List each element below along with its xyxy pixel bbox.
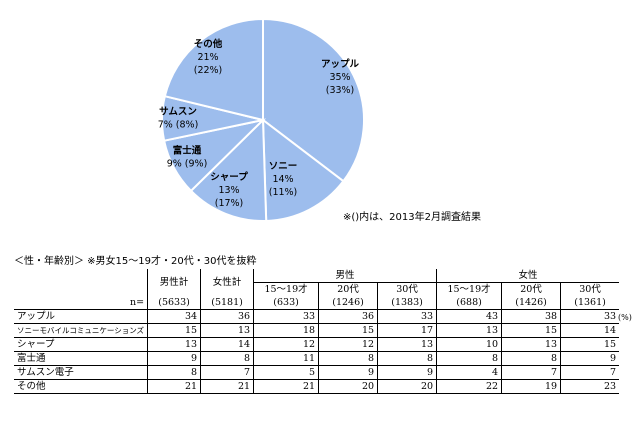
demographic-table: 男性計 女性計 男性 女性 15～19才 20代 30代 15～19才 20代 … <box>14 269 620 394</box>
pie-slice-1 <box>261 117 345 222</box>
group-female: 女性 <box>436 269 620 283</box>
table-cell: 8 <box>200 351 254 366</box>
table-cell: 22 <box>436 379 502 394</box>
table-cell: 38 <box>501 309 561 324</box>
table-cell: 14 <box>560 323 620 338</box>
pie-label-5: その他 21% (22%) <box>194 38 223 76</box>
table-cell: 9 <box>560 351 620 366</box>
table-cell: 20 <box>377 379 437 394</box>
table-cell: 8 <box>436 351 502 366</box>
table-cell: 12 <box>253 337 319 352</box>
n-label: n= <box>129 297 145 308</box>
col-male-15-19: 15～19才 <box>253 282 319 296</box>
unit-label: (%) <box>618 313 632 322</box>
table-cell: 9 <box>318 365 378 380</box>
table-cell: 23 <box>560 379 620 394</box>
table-cell: 15 <box>501 323 561 338</box>
n-male-15-19: (633) <box>253 296 319 310</box>
table-row: 富士通 9 8 11 8 8 8 8 9 <box>14 351 620 366</box>
pie-slice-0 <box>262 17 365 183</box>
table-row: ソニーモバイルコミュニケーションズ 15 13 18 15 17 13 15 14 <box>14 323 620 338</box>
n-female-20s: (1426) <box>501 296 561 310</box>
table-row: サムスン電子 8 7 5 9 9 4 7 7 <box>14 365 620 380</box>
table-cell: 13 <box>147 337 201 352</box>
table-cell: 7 <box>200 365 254 380</box>
col-male-30s: 30代 <box>377 282 437 296</box>
table-cell: 8 <box>501 351 561 366</box>
table-cell: 13 <box>377 337 437 352</box>
table-cell: 33 <box>560 309 620 324</box>
table-cell: 36 <box>318 309 378 324</box>
table-cell: 13 <box>501 337 561 352</box>
table-cell: 15 <box>560 337 620 352</box>
row-label: アップル <box>14 309 148 324</box>
table-cell: 10 <box>436 337 502 352</box>
table-body: アップル 34 36 33 36 33 43 38 33 ソニーモバイルコミュニケーションズ 15 1… <box>14 309 620 394</box>
table-cell: 36 <box>200 309 254 324</box>
pie-slice-2 <box>189 117 268 222</box>
col-male-20s: 20代 <box>318 282 378 296</box>
pie-label-1: ソニー 14% (11%) <box>269 161 298 198</box>
header-row-ages: 15～19才 20代 30代 15～19才 20代 30代 <box>14 282 620 296</box>
table-row: アップル 34 36 33 36 33 43 38 33 <box>14 309 620 324</box>
row-label: シャープ <box>14 337 148 352</box>
table-cell: 15 <box>318 323 378 338</box>
table-cell: 43 <box>436 309 502 324</box>
n-female-15-19: (688) <box>436 296 502 310</box>
table-subtitle: ＜性・年齢別＞ ※男女15～19才・20代・30代を抜粋 <box>14 256 257 267</box>
table-cell: 21 <box>147 379 201 394</box>
n-male-total: (5633) <box>147 296 201 310</box>
col-female-20s: 20代 <box>501 282 561 296</box>
table-cell: 9 <box>147 351 201 366</box>
group-male: 男性 <box>253 269 437 283</box>
pie-label-2: シャープ 13% (17%) <box>210 171 248 209</box>
header-row-groups: 男性計 女性計 男性 女性 <box>14 269 620 296</box>
table-cell: 8 <box>377 351 437 366</box>
pie-chart: アップル 35% (33%) ソニー 14% (11%) シャープ 13% (17%)富士通 9%… <box>158 17 365 222</box>
n-female-30s: (1361) <box>560 296 620 310</box>
table-cell: 19 <box>501 379 561 394</box>
table-cell: 34 <box>147 309 201 324</box>
table-cell: 15 <box>147 323 201 338</box>
col-female-30s: 30代 <box>560 282 620 296</box>
table-cell: 18 <box>253 323 319 338</box>
row-label: 富士通 <box>14 351 148 366</box>
n-male-20s: (1246) <box>318 296 378 310</box>
col-female-total: 女性計 <box>200 269 254 296</box>
table-cell: 7 <box>501 365 561 380</box>
header-row-n: n= (5633) (5181) (633) (1246) (1383) (68… <box>14 296 620 310</box>
table-cell: 7 <box>560 365 620 380</box>
table-cell: 13 <box>200 323 254 338</box>
table-cell: 4 <box>436 365 502 380</box>
table-cell: 21 <box>200 379 254 394</box>
col-male-total: 男性計 <box>147 269 201 296</box>
row-label: サムスン電子 <box>14 365 148 380</box>
col-female-15-19: 15～19才 <box>436 282 502 296</box>
table-cell: 12 <box>318 337 378 352</box>
table-cell: 9 <box>377 365 437 380</box>
table-cell: 13 <box>436 323 502 338</box>
table-cell: 8 <box>147 365 201 380</box>
table-cell: 11 <box>253 351 319 366</box>
table-cell: 21 <box>253 379 319 394</box>
row-label: ソニーモバイルコミュニケーションズ <box>14 323 148 338</box>
table-cell: 33 <box>377 309 437 324</box>
table-cell: 8 <box>318 351 378 366</box>
n-male-30s: (1383) <box>377 296 437 310</box>
pie-label-0: アップル 35% (33%) <box>321 58 360 96</box>
comparison-note: ※()内は、2013年2月調査結果 <box>343 212 481 223</box>
table-cell: 33 <box>253 309 319 324</box>
n-female-total: (5181) <box>200 296 254 310</box>
table-row: その他 21 21 21 20 20 22 19 23 <box>14 379 620 394</box>
table-cell: 5 <box>253 365 319 380</box>
pie-label-4: サムスン 7% (8%) <box>158 107 199 131</box>
table-cell: 14 <box>200 337 254 352</box>
table-row: シャープ 13 14 12 12 13 10 13 15 <box>14 337 620 352</box>
table-cell: 17 <box>377 323 437 338</box>
pie-label-3: 富士通 9% (9%) <box>167 145 208 170</box>
pie-slice-5 <box>163 17 264 122</box>
table-cell: 20 <box>318 379 378 394</box>
row-label: その他 <box>14 379 148 394</box>
